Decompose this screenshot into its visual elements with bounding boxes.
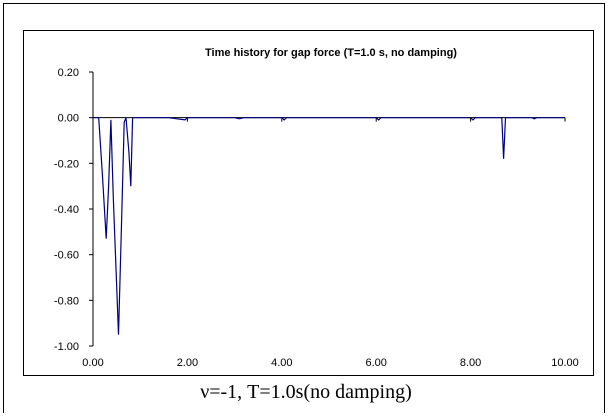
x-tick-label: 8.00 (460, 357, 481, 369)
chart-svg: Time history for gap force (T=1.0 s, no … (54, 47, 579, 369)
chart-area: Time history for gap force (T=1.0 s, no … (23, 30, 594, 376)
y-tick-label: 0.20 (58, 67, 79, 79)
chart-frame: Time history for gap force (T=1.0 s, no … (3, 3, 605, 413)
chart-caption: ν=-1, T=1.0s(no damping) (200, 381, 412, 403)
y-tick-label: -0.80 (54, 295, 79, 307)
y-tick-label: 0.00 (58, 113, 79, 125)
chart-title: Time history for gap force (T=1.0 s, no … (205, 47, 457, 59)
x-tick-label: 4.00 (271, 357, 292, 369)
x-tick-label: 2.00 (177, 357, 198, 369)
y-tick-label: -0.60 (54, 250, 79, 262)
y-tick-label: -0.20 (54, 158, 79, 170)
y-tick-label: -1.00 (54, 341, 79, 353)
y-tick-label: -0.40 (54, 204, 79, 216)
series-line (93, 117, 565, 335)
x-tick-label: 10.00 (551, 357, 579, 369)
x-tick-label: 0.00 (82, 357, 103, 369)
x-tick-label: 6.00 (365, 357, 386, 369)
